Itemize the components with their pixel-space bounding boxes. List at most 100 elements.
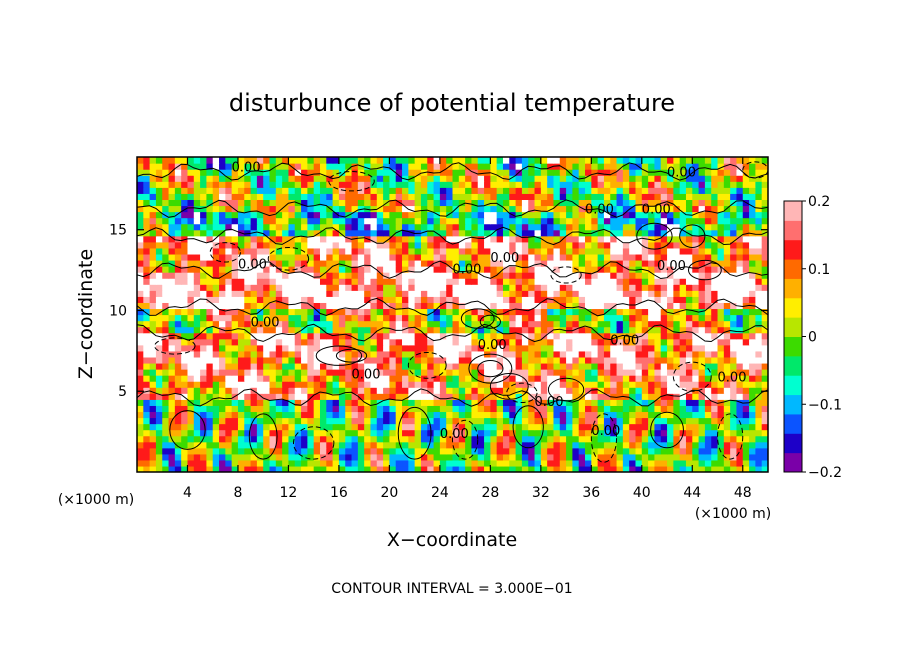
field-cell xyxy=(465,387,473,394)
field-cell xyxy=(288,272,296,279)
field-cell xyxy=(635,465,643,472)
field-cell xyxy=(597,417,605,425)
field-cell xyxy=(137,217,144,225)
field-cell xyxy=(219,338,226,346)
field-cell xyxy=(484,241,491,249)
field-cell xyxy=(345,320,353,328)
field-cell xyxy=(307,459,315,467)
field-cell xyxy=(200,429,208,437)
field-cell xyxy=(143,344,151,352)
field-cell xyxy=(540,362,548,370)
field-cell xyxy=(660,241,668,249)
field-cell xyxy=(452,369,460,376)
field-cell xyxy=(452,459,460,467)
field-cell xyxy=(749,356,756,364)
field-cell xyxy=(452,247,460,255)
field-cell xyxy=(288,356,296,364)
field-cell xyxy=(256,423,264,431)
field-cell xyxy=(578,465,586,472)
field-cell xyxy=(420,259,428,267)
field-cell xyxy=(698,423,706,431)
field-cell xyxy=(559,393,567,400)
field-cell xyxy=(465,393,473,400)
field-cell xyxy=(313,193,321,201)
field-cell xyxy=(490,253,498,261)
field-cell xyxy=(263,417,271,425)
field-cell xyxy=(345,266,353,273)
field-cell xyxy=(597,459,605,467)
field-cell xyxy=(730,314,738,322)
field-cell xyxy=(250,290,258,297)
field-cell xyxy=(622,175,630,182)
field-cell xyxy=(502,272,510,279)
field-cell xyxy=(212,235,220,243)
field-cell xyxy=(433,405,441,413)
field-cell xyxy=(749,447,756,455)
field-cell xyxy=(465,278,473,285)
field-cell xyxy=(364,247,372,255)
field-cell xyxy=(597,441,605,449)
field-cell xyxy=(263,229,271,237)
field-cell xyxy=(704,284,712,291)
field-cell xyxy=(711,290,719,297)
field-cell xyxy=(446,296,454,303)
field-cell xyxy=(528,211,536,219)
field-cell xyxy=(446,332,454,340)
field-cell xyxy=(231,187,239,194)
field-cell xyxy=(427,459,435,467)
field-cell xyxy=(629,453,637,461)
field-cell xyxy=(477,429,485,437)
field-cell xyxy=(616,447,624,455)
field-cell xyxy=(402,411,409,419)
field-cell xyxy=(231,290,239,297)
field-cell xyxy=(294,308,302,316)
field-cell xyxy=(477,169,485,176)
field-cell xyxy=(553,423,561,431)
field-cell xyxy=(711,229,719,237)
field-cell xyxy=(477,453,485,461)
field-cell xyxy=(212,326,220,334)
field-cell xyxy=(515,441,523,449)
field-cell xyxy=(383,375,390,382)
field-cell xyxy=(471,193,479,201)
field-cell xyxy=(174,369,182,376)
field-cell xyxy=(288,393,296,400)
field-cell xyxy=(717,381,725,388)
field-cell xyxy=(553,181,561,188)
field-cell xyxy=(319,259,327,267)
field-cell xyxy=(389,350,397,358)
field-cell xyxy=(256,217,264,225)
field-cell xyxy=(446,344,454,352)
field-cell xyxy=(572,369,580,376)
field-cell xyxy=(319,223,327,231)
field-cell xyxy=(610,369,618,376)
field-cell xyxy=(439,429,447,437)
field-cell xyxy=(414,369,422,376)
field-cell xyxy=(206,223,214,231)
field-cell xyxy=(736,387,744,394)
field-cell xyxy=(685,308,693,316)
field-cell xyxy=(547,320,555,328)
field-cell xyxy=(616,181,624,188)
field-cell xyxy=(641,369,649,376)
field-cell xyxy=(742,308,750,316)
field-cell xyxy=(420,435,428,443)
field-cell xyxy=(496,308,504,316)
field-cell xyxy=(559,247,567,255)
field-cell xyxy=(187,356,195,364)
field-cell xyxy=(395,441,403,449)
field-cell xyxy=(711,302,719,310)
field-cell xyxy=(490,259,498,267)
field-cell xyxy=(477,217,485,225)
field-cell xyxy=(591,435,599,443)
field-cell xyxy=(654,223,662,231)
field-cell xyxy=(181,387,189,394)
field-cell xyxy=(269,181,277,188)
field-cell xyxy=(307,344,315,352)
field-cell xyxy=(755,393,763,400)
field-cell xyxy=(622,290,630,297)
field-cell xyxy=(679,211,687,219)
field-cell xyxy=(711,284,719,291)
field-cell xyxy=(294,447,302,455)
field-cell xyxy=(490,290,498,297)
